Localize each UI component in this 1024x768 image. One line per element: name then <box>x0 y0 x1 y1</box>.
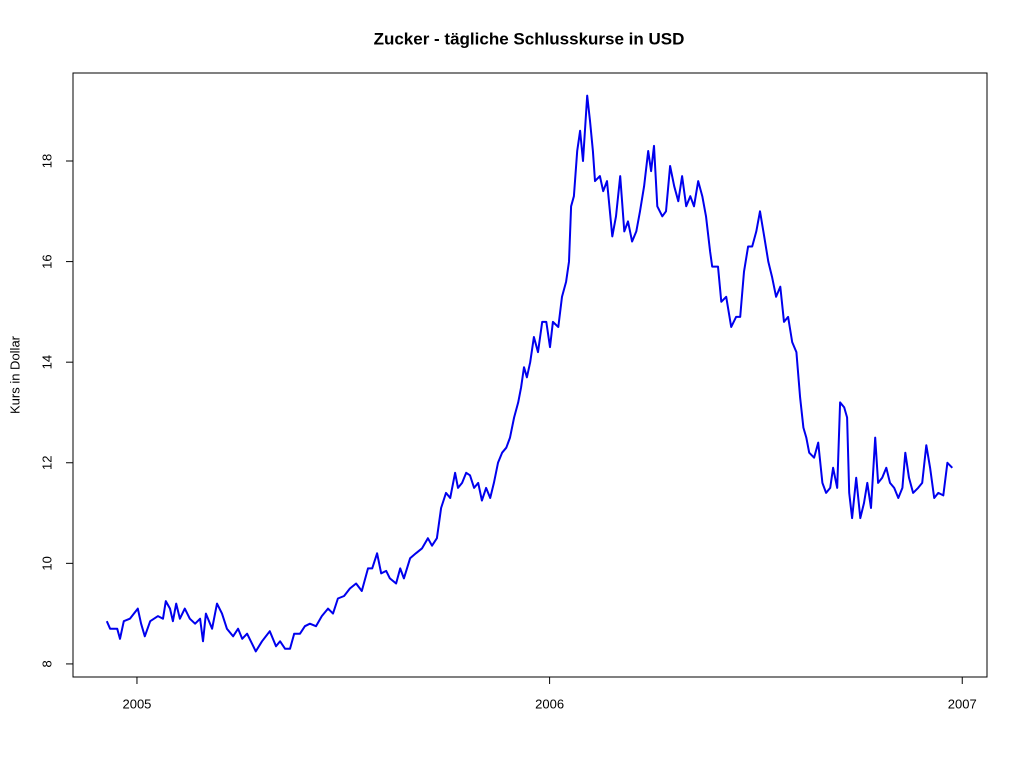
plot-frame <box>72 72 988 678</box>
y-tick-label: 14 <box>39 355 54 369</box>
y-tick-label: 18 <box>39 154 54 168</box>
y-tick-label: 8 <box>39 660 54 667</box>
y-tick-label: 12 <box>39 456 54 470</box>
x-tick-label: 2005 <box>122 696 151 711</box>
x-tick-label: 2007 <box>948 696 977 711</box>
x-tick-label: 2006 <box>535 696 564 711</box>
y-tick-label: 10 <box>39 556 54 570</box>
chart-title: Zucker - tägliche Schlusskurse in USD <box>374 29 685 48</box>
price-line <box>105 94 954 653</box>
y-tick-label: 16 <box>39 254 54 268</box>
y-axis-label: Kurs in Dollar <box>7 335 22 414</box>
